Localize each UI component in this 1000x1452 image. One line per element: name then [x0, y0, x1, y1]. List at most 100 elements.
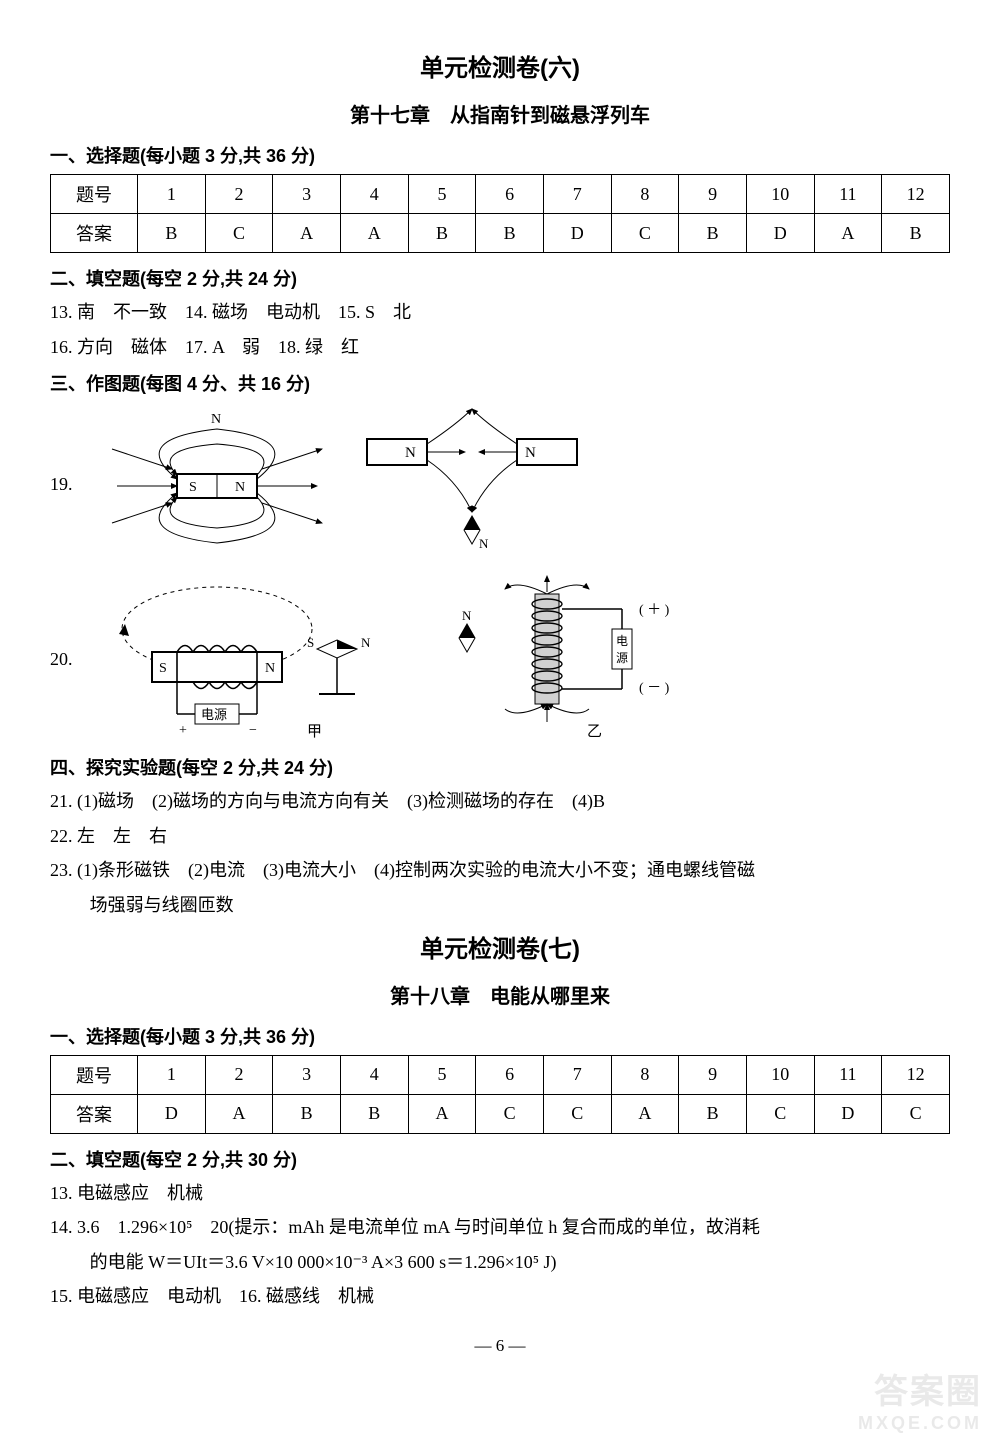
num-cell: 11 — [814, 175, 882, 214]
ans-cell: B — [476, 214, 544, 253]
ans-cell: B — [340, 1094, 408, 1133]
power-char1: 电 — [616, 634, 628, 648]
num-cell: 10 — [746, 1055, 814, 1094]
num-cell: 7 — [543, 1055, 611, 1094]
num-cell: 12 — [882, 175, 950, 214]
exp-line: 23. (1)条形磁铁 (2)电流 (3)电流大小 (4)控制两次实验的电流大小… — [50, 855, 950, 886]
power-char2: 源 — [616, 651, 628, 665]
unit7-sec2-head: 二、填空题(每空 2 分,共 30 分) — [50, 1146, 950, 1172]
unit7-sec1-head: 一、选择题(每小题 3 分,共 36 分) — [50, 1023, 950, 1049]
q20-row: 20. S N 电源 + − S N 甲 — [50, 574, 950, 744]
unit7-title: 单元检测卷(七) — [50, 929, 950, 964]
num-cell: 1 — [138, 1055, 206, 1094]
unit7-subtitle: 第十八章 电能从哪里来 — [50, 980, 950, 1009]
ans-cell: C — [476, 1094, 544, 1133]
ans-cell: C — [746, 1094, 814, 1133]
fig19a: S N N — [107, 409, 327, 559]
unit6-sec4-head: 四、探究实验题(每空 2 分,共 24 分) — [50, 754, 950, 780]
compass-n: N — [361, 635, 371, 650]
table-row: 答案 D A B B A C C A B C D C — [51, 1094, 950, 1133]
n-label: N — [265, 661, 275, 676]
q19-label: 19. — [50, 474, 73, 495]
ans-cell: B — [408, 214, 476, 253]
exp-line: 21. (1)磁场 (2)磁场的方向与电流方向有关 (3)检测磁场的存在 (4)… — [50, 786, 950, 817]
ans-cell: A — [611, 1094, 679, 1133]
page-number: — 6 — — [50, 1336, 950, 1356]
fill-line: 15. 电磁感应 电动机 16. 磁感线 机械 — [50, 1281, 950, 1312]
unit6-sec3-head: 三、作图题(每图 4 分、共 16 分) — [50, 370, 950, 396]
fig20b: N 电 源 — [437, 574, 697, 744]
fill-line-cont: 的电能 W＝UIt＝3.6 V×10 000×10⁻³ A×3 600 s＝1.… — [50, 1247, 950, 1278]
num-cell: 9 — [679, 175, 747, 214]
ans-cell: B — [679, 1094, 747, 1133]
num-cell: 11 — [814, 1055, 882, 1094]
compass-s: S — [307, 635, 314, 650]
num-cell: 1 — [138, 175, 206, 214]
ans-cell: D — [746, 214, 814, 253]
num-cell: 10 — [746, 175, 814, 214]
ans-cell: C — [611, 214, 679, 253]
ans-cell: C — [543, 1094, 611, 1133]
unit6-subtitle: 第十七章 从指南针到磁悬浮列车 — [50, 99, 950, 128]
fill-line: 14. 3.6 1.296×10⁵ 20(提示：mAh 是电流单位 mA 与时间… — [50, 1212, 950, 1243]
unit6-sec1-head: 一、选择题(每小题 3 分,共 36 分) — [50, 142, 950, 168]
q20-label: 20. — [50, 649, 73, 670]
table-row: 答案 B C A A B B D C B D A B — [51, 214, 950, 253]
exp-line-cont: 场强弱与线圈匝数 — [50, 890, 950, 921]
plus-label: ( ＋ ) — [639, 603, 670, 618]
num-cell: 8 — [611, 1055, 679, 1094]
s-label: S — [189, 480, 197, 495]
row-label: 题号 — [51, 175, 138, 214]
fill-line: 16. 方向 磁体 17. A 弱 18. 绿 红 — [50, 332, 950, 363]
n-compass: N — [462, 608, 472, 623]
watermark-line2: MXQE.COM — [858, 1413, 982, 1434]
n-right: N — [525, 445, 536, 461]
n-bottom: N — [479, 536, 489, 551]
unit7-answer-table: 题号 1 2 3 4 5 6 7 8 9 10 11 12 答案 D A B B… — [50, 1055, 950, 1134]
n-left: N — [405, 445, 416, 461]
ans-cell: B — [138, 214, 206, 253]
num-cell: 12 — [882, 1055, 950, 1094]
num-cell: 5 — [408, 1055, 476, 1094]
num-cell: 2 — [205, 175, 273, 214]
n-label: N — [235, 480, 245, 495]
ans-cell: A — [340, 214, 408, 253]
ans-cell: D — [138, 1094, 206, 1133]
num-cell: 9 — [679, 1055, 747, 1094]
svg-text:+: + — [179, 723, 187, 738]
row-label: 答案 — [51, 214, 138, 253]
s-label: S — [159, 661, 167, 676]
yi-label: 乙 — [587, 724, 602, 740]
num-cell: 5 — [408, 175, 476, 214]
n-top: N — [211, 412, 221, 427]
ans-cell: A — [273, 214, 341, 253]
table-row: 题号 1 2 3 4 5 6 7 8 9 10 11 12 — [51, 1055, 950, 1094]
row-label: 答案 — [51, 1094, 138, 1133]
unit6-answer-table: 题号 1 2 3 4 5 6 7 8 9 10 11 12 答案 B C A A… — [50, 174, 950, 253]
power-label: 电源 — [201, 707, 227, 722]
ans-cell: C — [205, 214, 273, 253]
ans-cell: D — [814, 1094, 882, 1133]
num-cell: 3 — [273, 1055, 341, 1094]
num-cell: 8 — [611, 175, 679, 214]
ans-cell: A — [205, 1094, 273, 1133]
fig19b: N N N — [357, 404, 587, 564]
num-cell: 4 — [340, 1055, 408, 1094]
table-row: 题号 1 2 3 4 5 6 7 8 9 10 11 12 — [51, 175, 950, 214]
unit6-title: 单元检测卷(六) — [50, 48, 950, 83]
ans-cell: A — [814, 214, 882, 253]
svg-text:−: − — [249, 723, 257, 738]
num-cell: 4 — [340, 175, 408, 214]
ans-cell: B — [882, 214, 950, 253]
ans-cell: C — [882, 1094, 950, 1133]
fill-line: 13. 南 不一致 14. 磁场 电动机 15. S 北 — [50, 297, 950, 328]
num-cell: 6 — [476, 1055, 544, 1094]
num-cell: 2 — [205, 1055, 273, 1094]
num-cell: 6 — [476, 175, 544, 214]
fig20a: S N 电源 + − S N 甲 — [107, 574, 407, 744]
ans-cell: A — [408, 1094, 476, 1133]
q19-row: 19. S N N N — [50, 404, 950, 564]
exp-line: 22. 左 左 右 — [50, 821, 950, 852]
num-cell: 7 — [543, 175, 611, 214]
row-label: 题号 — [51, 1055, 138, 1094]
